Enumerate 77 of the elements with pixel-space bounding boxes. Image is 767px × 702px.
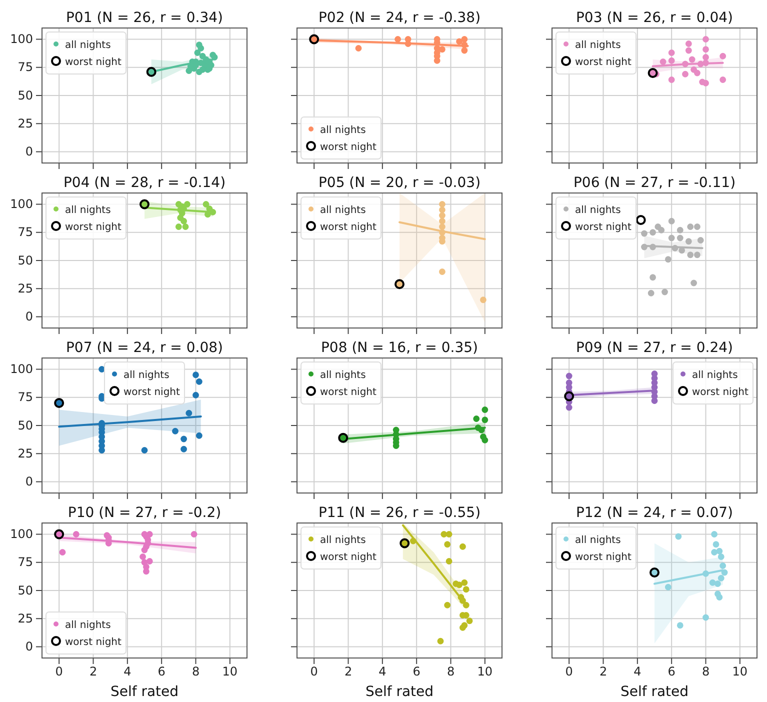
- y-tick-label: 0: [25, 144, 33, 159]
- legend-label: all nights: [575, 40, 621, 51]
- chart-title: P09 (N = 27, r = 0.24): [576, 340, 734, 356]
- y-tick-label: 75: [18, 555, 33, 570]
- x-tick-label: 6: [668, 664, 676, 679]
- chart-title: P11 (N = 26, r = -0.55): [318, 505, 481, 521]
- y-tick-label: 0: [25, 310, 33, 324]
- x-tick-label: 0: [310, 664, 318, 679]
- chart-title: P02 (N = 24, r = -0.38): [318, 10, 481, 26]
- legend-label: all nights: [124, 370, 170, 381]
- y-tick-label: 25: [18, 611, 33, 626]
- x-tick-label: 4: [378, 664, 386, 679]
- x-tick-label: 10: [222, 664, 238, 679]
- y-tick-label: 100: [10, 362, 33, 376]
- y-tick-label: 75: [18, 225, 33, 240]
- x-tick-label: 8: [192, 664, 200, 679]
- legend-label: all nights: [575, 205, 621, 216]
- chart-title: P05 (N = 20, r = -0.03): [318, 175, 481, 191]
- legend-label: all nights: [320, 205, 366, 216]
- x-tick-label: 2: [89, 664, 98, 679]
- chart-title: P07 (N = 24, r = 0.08): [66, 340, 224, 356]
- chart-title: P08 (N = 16, r = 0.35): [320, 340, 478, 356]
- y-tick-label: 75: [18, 390, 33, 404]
- legend-label: worst night: [65, 222, 122, 233]
- y-tick-label: 50: [18, 583, 33, 598]
- y-tick-label: 75: [18, 60, 33, 74]
- x-axis-title: Self rated: [110, 684, 179, 700]
- legend-label: worst night: [65, 57, 122, 68]
- chart-title: P12 (N = 24, r = 0.07): [576, 505, 734, 521]
- y-tick-label: 50: [18, 88, 33, 102]
- legend-label: worst night: [320, 142, 377, 153]
- chart-title: P01 (N = 26, r = 0.34): [66, 10, 224, 26]
- legend-label: worst night: [692, 387, 749, 398]
- y-tick-label: 0: [25, 640, 33, 654]
- x-tick-label: 8: [702, 664, 710, 679]
- legend-label: worst night: [575, 57, 632, 68]
- chart-title: P04 (N = 28, r = -0.14): [63, 175, 226, 191]
- y-tick-label: 25: [18, 446, 33, 460]
- x-tick-label: 4: [124, 664, 132, 679]
- x-tick-label: 10: [477, 664, 493, 679]
- chart-title: P10 (N = 27, r = -0.2): [68, 505, 222, 521]
- x-tick-label: 2: [599, 664, 608, 679]
- y-tick-label: 50: [18, 253, 33, 268]
- legend-label: worst night: [320, 552, 377, 563]
- legend-label: all nights: [320, 535, 366, 546]
- y-tick-label: 50: [18, 418, 33, 432]
- x-tick-label: 10: [732, 664, 748, 679]
- legend-label: all nights: [320, 370, 366, 381]
- legend-label: worst night: [575, 552, 632, 563]
- y-tick-label: 100: [10, 32, 33, 46]
- x-tick-label: 4: [634, 664, 642, 679]
- x-tick-label: 8: [446, 664, 455, 679]
- chart-title: P06 (N = 27, r = -0.11): [573, 175, 736, 191]
- y-tick-label: 0: [25, 474, 33, 489]
- x-tick-label: 0: [565, 664, 573, 679]
- legend-label: all nights: [692, 370, 738, 381]
- y-tick-label: 25: [18, 281, 33, 296]
- legend-label: all nights: [65, 620, 111, 631]
- x-tick-label: 2: [344, 664, 352, 679]
- legend-label: worst night: [320, 222, 377, 233]
- legend-label: all nights: [65, 40, 111, 51]
- y-tick-label: 100: [10, 527, 33, 542]
- legend-label: worst night: [124, 387, 180, 398]
- legend-label: worst night: [320, 387, 377, 398]
- x-tick-label: 6: [412, 664, 420, 679]
- y-tick-label: 25: [18, 116, 33, 130]
- legend-label: worst night: [65, 637, 122, 648]
- legend-label: all nights: [575, 535, 621, 546]
- legend-label: all nights: [65, 205, 111, 216]
- x-tick-label: 0: [55, 664, 63, 679]
- legend-label: worst night: [575, 222, 632, 233]
- chart-title: P03 (N = 26, r = 0.04): [576, 10, 734, 26]
- legend-label: all nights: [320, 125, 366, 136]
- x-tick-label: 6: [158, 664, 166, 679]
- x-axis-title: Self rated: [620, 684, 689, 700]
- x-axis-title: Self rated: [365, 684, 434, 700]
- y-tick-label: 100: [10, 197, 33, 212]
